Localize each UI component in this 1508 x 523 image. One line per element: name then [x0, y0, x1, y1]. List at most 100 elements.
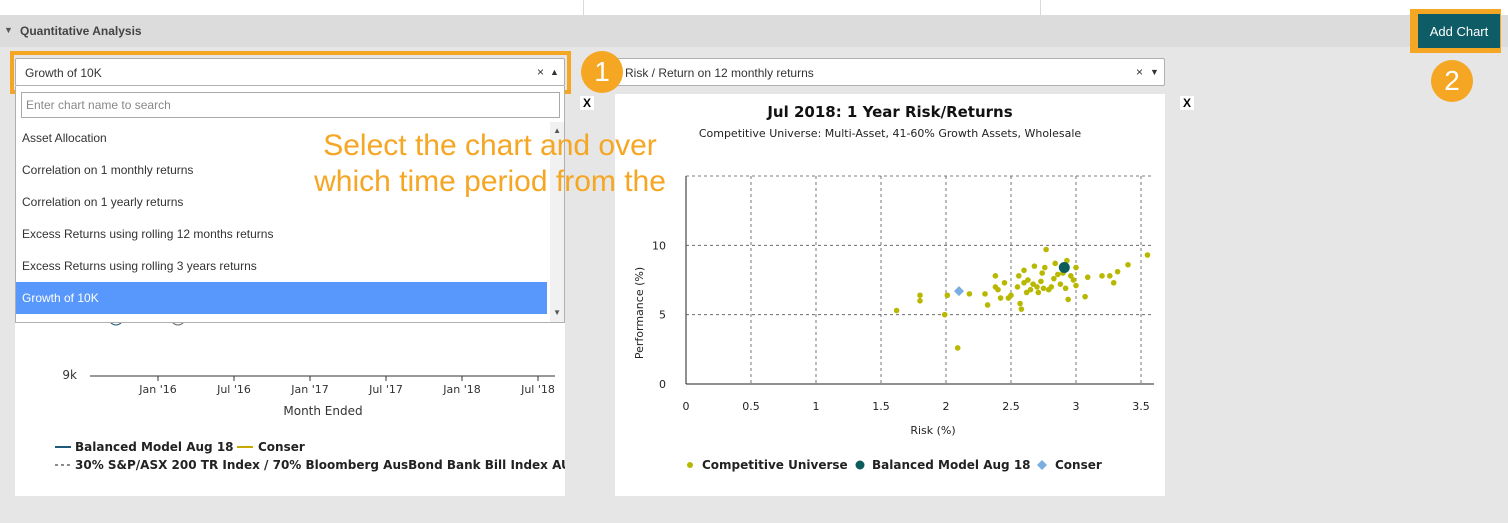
- data-point-universe[interactable]: [1107, 273, 1113, 279]
- instruction-annotation: Select the chart and over which time per…: [314, 129, 666, 198]
- x-tick-label: 2.5: [1002, 400, 1020, 413]
- data-point-universe[interactable]: [966, 291, 973, 297]
- left-chart-select[interactable]: Growth of 10K × ▲: [15, 58, 565, 86]
- tab-divider: [1040, 0, 1041, 15]
- x-tick-label: Jan '16: [138, 383, 176, 396]
- data-point-universe[interactable]: [1039, 270, 1045, 276]
- data-point-universe[interactable]: [1065, 296, 1071, 303]
- chart-search-input[interactable]: [21, 92, 560, 118]
- data-point-universe[interactable]: [1082, 293, 1088, 300]
- dropdown-option[interactable]: Excess Returns using rolling 12 months r…: [22, 227, 274, 241]
- data-point-universe[interactable]: [982, 291, 988, 297]
- data-point-universe[interactable]: [1099, 273, 1105, 279]
- data-point-universe[interactable]: [1027, 286, 1034, 293]
- scroll-down-icon[interactable]: ▼: [553, 308, 561, 317]
- data-point-universe[interactable]: [1030, 281, 1036, 287]
- x-axis-label: Risk (%): [910, 424, 955, 437]
- data-point-universe[interactable]: [1018, 306, 1025, 312]
- dropdown-option[interactable]: Asset Allocation: [22, 131, 107, 145]
- legend-label-benchmark[interactable]: 30% S&P/ASX 200 TR Index / 70% Bloomberg…: [75, 458, 581, 472]
- legend-label-balanced[interactable]: Balanced Model Aug 18: [872, 458, 1031, 472]
- data-point-universe[interactable]: [1034, 284, 1040, 290]
- data-point-universe[interactable]: [1021, 279, 1027, 286]
- data-point-universe[interactable]: [1040, 285, 1047, 292]
- x-tick-label: 2: [943, 400, 950, 413]
- data-point-universe[interactable]: [1023, 289, 1030, 296]
- data-point-universe[interactable]: [1025, 277, 1031, 283]
- data-point-conser[interactable]: [954, 286, 964, 297]
- dropdown-option[interactable]: Excess Returns using rolling 3 years ret…: [22, 259, 257, 273]
- data-point-universe[interactable]: [1144, 252, 1151, 258]
- right-chart-select[interactable]: Risk / Return on 12 monthly returns × ▼: [615, 58, 1165, 86]
- scroll-up-icon[interactable]: ▲: [553, 126, 561, 135]
- chart-type-dropdown: Asset Allocation Correlation on 1 monthly…: [15, 86, 565, 323]
- data-point-universe[interactable]: [1114, 268, 1121, 275]
- data-point-universe[interactable]: [1043, 246, 1049, 253]
- data-point-universe[interactable]: [954, 345, 961, 351]
- data-point-universe[interactable]: [1001, 279, 1008, 286]
- data-point-universe[interactable]: [917, 292, 923, 299]
- legend-label-conser[interactable]: Conser: [1055, 458, 1102, 472]
- dropdown-option[interactable]: Correlation on 1 monthly returns: [22, 163, 194, 177]
- x-ticks: Jan '16 Jul '16 Jan '17 Jul '17 Jan '18 Jul '…: [138, 376, 555, 396]
- legend-label-conser[interactable]: Conser: [258, 440, 305, 454]
- data-point-universe[interactable]: [1062, 285, 1069, 292]
- data-point-universe[interactable]: [941, 311, 948, 318]
- data-point-universe[interactable]: [1014, 284, 1021, 290]
- data-point-universe[interactable]: [1070, 277, 1077, 283]
- legend-label-universe[interactable]: Competitive Universe: [702, 458, 848, 472]
- x-tick-label: Jan '17: [290, 383, 328, 396]
- x-tick-label: Jul '17: [368, 383, 403, 396]
- add-chart-button[interactable]: Add Chart: [1418, 14, 1500, 48]
- legend-label-balanced[interactable]: Balanced Model Aug 18: [75, 440, 234, 454]
- data-point-universe[interactable]: [1038, 278, 1044, 285]
- data-point-universe[interactable]: [1021, 267, 1027, 274]
- data-point-universe[interactable]: [1084, 274, 1091, 281]
- data-point-universe[interactable]: [1068, 273, 1074, 279]
- growth-chart: 9k Jan '16 Jul '16 Jan '17 Jul '17 Jan '18 Ju…: [55, 321, 581, 472]
- data-point-universe[interactable]: [893, 307, 900, 314]
- section-title: Quantitative Analysis: [20, 24, 142, 38]
- data-point-universe[interactable]: [1031, 263, 1038, 269]
- clear-icon[interactable]: ×: [1136, 65, 1144, 79]
- data-point-universe[interactable]: [917, 298, 923, 304]
- section-header[interactable]: ▼ Quantitative Analysis: [0, 15, 1508, 47]
- x-tick-label: Jul '18: [520, 383, 555, 396]
- data-point-universe[interactable]: [1064, 257, 1070, 264]
- chevron-down-icon[interactable]: ▼: [1150, 67, 1159, 77]
- data-point-universe[interactable]: [1052, 260, 1058, 267]
- right-chart-panel: Jul 2018: 1 Year Risk/Returns Competitiv…: [615, 94, 1165, 496]
- data-point-universe[interactable]: [995, 286, 1001, 293]
- clear-icon[interactable]: ×: [537, 65, 545, 79]
- data-point-universe[interactable]: [1016, 273, 1022, 279]
- left-select-value: Growth of 10K: [25, 66, 102, 80]
- dropdown-option[interactable]: Correlation on 1 yearly returns: [22, 195, 184, 209]
- data-point-universe[interactable]: [1057, 281, 1064, 287]
- data-point-universe[interactable]: [1073, 282, 1079, 289]
- data-point-universe[interactable]: [1042, 264, 1048, 271]
- collapse-arrow-icon[interactable]: ▼: [4, 25, 13, 35]
- dropdown-option[interactable]: Growth of 10K: [16, 282, 547, 314]
- step-badge-1: 1: [581, 51, 623, 93]
- data-point-universe[interactable]: [997, 295, 1004, 301]
- y-ticks: 0 5 10: [652, 239, 666, 391]
- data-point-universe[interactable]: [1051, 275, 1057, 282]
- data-point-universe[interactable]: [984, 302, 991, 308]
- data-point-universe[interactable]: [1017, 300, 1023, 307]
- data-point-universe[interactable]: [1110, 279, 1117, 286]
- chevron-up-icon[interactable]: ▲: [550, 67, 559, 77]
- data-point-universe[interactable]: [1125, 261, 1131, 268]
- data-point-universe[interactable]: [992, 273, 999, 279]
- chart-title: Jul 2018: 1 Year Risk/Returns: [766, 103, 1012, 121]
- data-point-universe[interactable]: [1008, 292, 1014, 299]
- close-left-chart-button[interactable]: X: [580, 96, 594, 110]
- close-right-chart-button[interactable]: X: [1180, 96, 1194, 110]
- x-tick-label: 0.5: [742, 400, 760, 413]
- data-point-balanced[interactable]: [1058, 262, 1070, 274]
- data-point-universe[interactable]: [1055, 271, 1061, 278]
- dropdown-scrollbar[interactable]: [550, 122, 564, 322]
- data-point-universe[interactable]: [1048, 284, 1055, 290]
- data-point-universe[interactable]: [1073, 264, 1079, 271]
- data-point-universe[interactable]: [1035, 289, 1042, 296]
- data-point-universe[interactable]: [944, 292, 951, 299]
